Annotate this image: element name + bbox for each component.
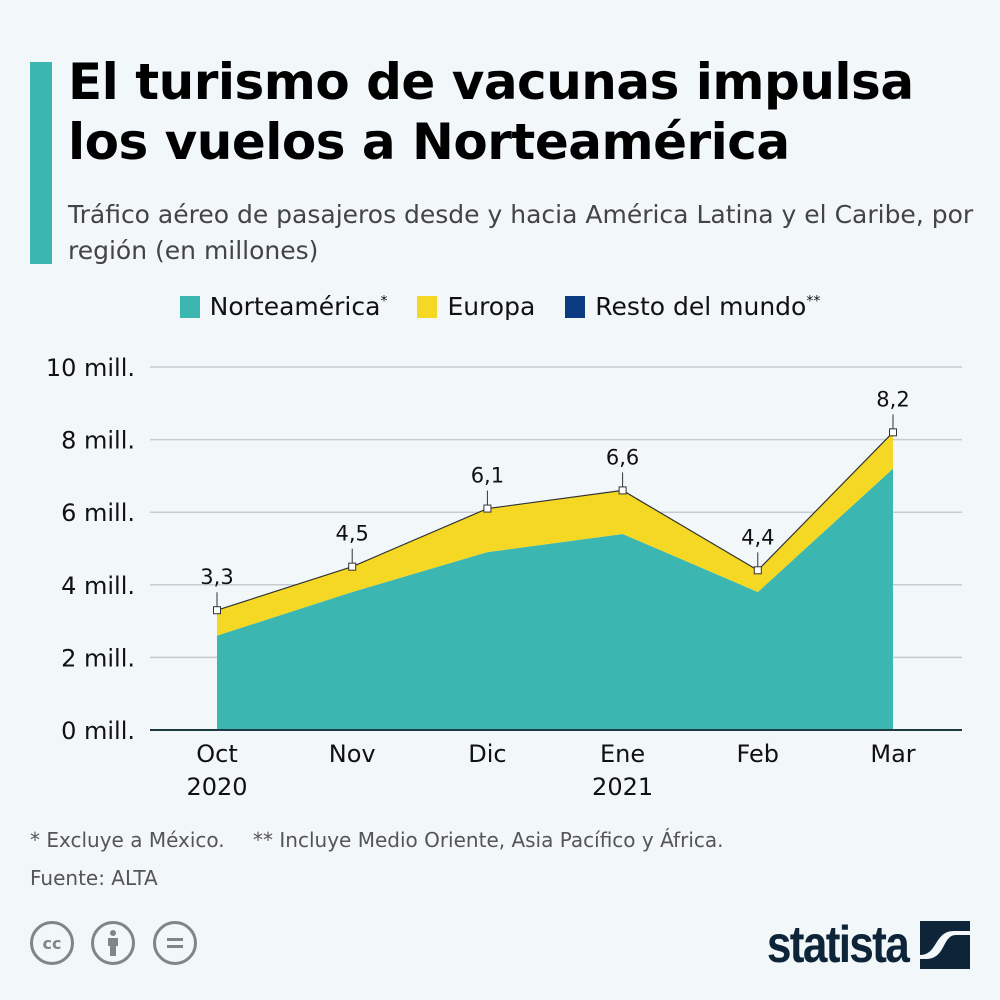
attribution-icon[interactable] — [91, 921, 135, 965]
legend: Norteamérica* Europa Resto del mundo** — [0, 292, 1000, 321]
legend-item-norteamerica: Norteamérica* — [179, 292, 388, 321]
data-label: 4,4 — [741, 525, 774, 549]
footnote-1: * Excluye a México. — [30, 828, 225, 852]
y-tick-label: 2 mill. — [61, 644, 135, 672]
statista-logo[interactable]: statista — [742, 915, 970, 975]
total-line — [216, 431, 894, 611]
y-tick-label: 8 mill. — [61, 427, 135, 455]
y-tick-label: 6 mill. — [61, 499, 135, 527]
x-tick-label: Nov — [329, 740, 376, 768]
x-tick-label: Ene — [600, 740, 645, 768]
footnote-2: ** Incluye Medio Oriente, Asia Pacífico … — [253, 828, 724, 852]
area-europa — [217, 432, 893, 636]
x-tick-label: Feb — [737, 740, 780, 768]
y-tick-label: 4 mill. — [61, 572, 135, 600]
data-label: 8,2 — [876, 387, 909, 411]
data-point — [618, 486, 627, 495]
accent-bar — [30, 62, 52, 264]
x-tick-label: Oct — [196, 740, 238, 768]
y-tick-label: 0 mill. — [61, 717, 135, 745]
legend-swatch — [417, 295, 438, 318]
legend-item-resto: Resto del mundo** — [565, 292, 820, 321]
legend-sup: ** — [806, 293, 821, 310]
page-title: El turismo de vacunas impulsa los vuelos… — [68, 53, 914, 171]
statista-logo-icon — [920, 921, 970, 969]
data-point — [483, 504, 492, 513]
data-label: 4,5 — [335, 522, 368, 546]
data-point — [213, 606, 221, 615]
x-tick-label: 2021 — [592, 773, 653, 801]
legend-item-europa: Europa — [417, 292, 535, 321]
legend-swatch — [565, 295, 586, 318]
data-label: 3,3 — [200, 565, 233, 589]
x-tick-label: 2020 — [186, 773, 247, 801]
no-derivatives-icon[interactable] — [153, 921, 197, 965]
data-label: 6,6 — [606, 445, 639, 469]
y-tick-label: 10 mill. — [46, 354, 135, 382]
source: Fuente: ALTA — [30, 866, 158, 890]
data-point — [889, 428, 897, 437]
data-point — [348, 562, 357, 571]
legend-swatch — [179, 295, 200, 318]
legend-label: Norteamérica — [209, 292, 381, 321]
brand-text: statista — [766, 916, 910, 974]
legend-sup: * — [380, 293, 388, 310]
x-tick-label: Mar — [870, 740, 915, 768]
cc-icon[interactable]: cc — [30, 921, 74, 965]
x-tick-label: Dic — [468, 740, 506, 768]
data-point — [753, 566, 762, 575]
legend-label: Europa — [447, 292, 536, 321]
footnotes: * Excluye a México. ** Incluye Medio Ori… — [30, 828, 723, 852]
data-label: 6,1 — [471, 464, 504, 488]
area-norteamérica — [217, 468, 893, 730]
legend-label: Resto del mundo — [595, 292, 807, 321]
subtitle: Tráfico aéreo de pasajeros desde y hacia… — [68, 200, 974, 265]
